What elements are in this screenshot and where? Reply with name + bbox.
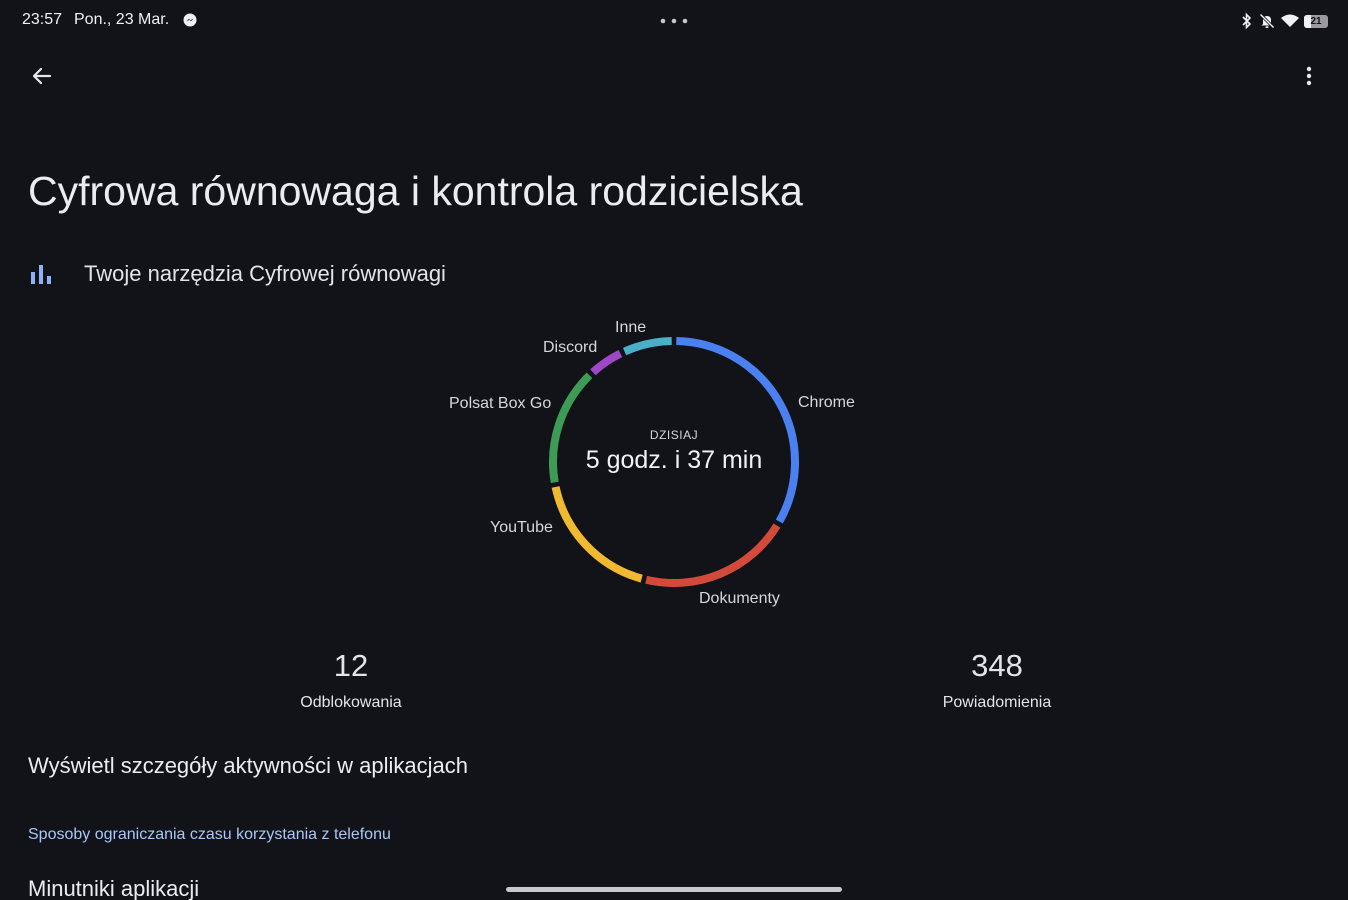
unlocks-stat[interactable]: 12 Odblokowania: [241, 648, 461, 712]
chart-caption: DZISIAJ: [649, 428, 699, 442]
chart-label-chrome: Chrome: [798, 394, 855, 411]
messenger-icon: [183, 13, 197, 27]
unlocks-label: Odblokowania: [300, 694, 402, 711]
app-activity-details-link[interactable]: Wyświetl szczegóły aktywności w aplikacj…: [28, 753, 468, 778]
donut-segment-dokumenty: [645, 523, 781, 587]
chart-label-polsat-box-go: Polsat Box Go: [449, 395, 552, 412]
more-options-button[interactable]: [1293, 60, 1325, 92]
unlocks-count: 12: [333, 648, 369, 683]
chart-label-youtube: YouTube: [490, 519, 553, 536]
battery-icon: 21: [1304, 14, 1328, 28]
notifications-count: 348: [971, 648, 1023, 683]
more-vert-icon: [1306, 66, 1312, 86]
status-date: Pon., 23 Mar.: [74, 11, 170, 28]
battery-level: 21: [1310, 15, 1322, 27]
multitask-dots-icon[interactable]: [658, 13, 690, 24]
back-button[interactable]: [26, 60, 58, 92]
total-screen-time: 5 godz. i 37 min: [585, 446, 763, 474]
status-bar: 23:57 Pon., 23 Mar.: [0, 0, 1348, 40]
bluetooth-icon: [1240, 12, 1254, 30]
section-label: Twoje narzędzia Cyfrowej równowagi: [84, 261, 446, 286]
arrow-back-icon: [32, 67, 52, 85]
page-title: Cyfrowa równowaga i kontrola rodzicielsk…: [28, 168, 803, 214]
navigation-handle[interactable]: [506, 887, 842, 892]
mute-icon: [1258, 12, 1276, 30]
limit-methods-subheader: Sposoby ograniczania czasu korzystania z…: [28, 826, 391, 843]
notifications-stat[interactable]: 348 Powiadomienia: [887, 648, 1107, 712]
bar-chart-icon: [31, 265, 51, 284]
wifi-icon: [1280, 13, 1300, 29]
chart-label-inne: Inne: [615, 319, 647, 336]
status-time: 23:57: [22, 11, 63, 28]
donut-segment-youtube: [551, 486, 643, 583]
notifications-label: Powiadomienia: [942, 694, 1052, 711]
chart-label-dokumenty: Dokumenty: [699, 590, 780, 607]
status-icons: 21: [1240, 11, 1328, 31]
chart-label-discord: Discord: [543, 339, 598, 356]
app-timers-item[interactable]: Minutniki aplikacji: [28, 876, 200, 900]
section-header: Twoje narzędzia Cyfrowej równowagi: [28, 258, 446, 290]
donut-segment-inne: [622, 337, 672, 356]
